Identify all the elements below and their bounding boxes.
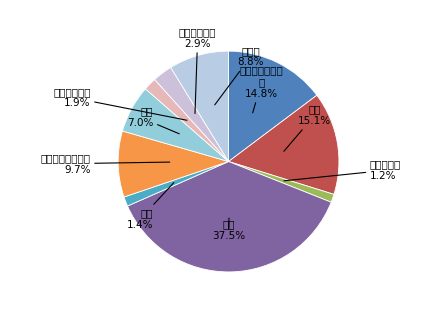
Text: 卒業
1.4%: 卒業 1.4% xyxy=(127,183,174,230)
Wedge shape xyxy=(118,131,228,197)
Text: 就職・転職・転
業
14.8%: 就職・転職・転 業 14.8% xyxy=(239,66,283,113)
Wedge shape xyxy=(170,51,228,162)
Text: 生活の利便性
2.9%: 生活の利便性 2.9% xyxy=(178,27,216,114)
Wedge shape xyxy=(228,95,338,194)
Wedge shape xyxy=(228,51,316,162)
Wedge shape xyxy=(124,162,228,206)
Wedge shape xyxy=(145,80,228,162)
Text: 結婚・離婚・縁組
9.7%: 結婚・離婚・縁組 9.7% xyxy=(40,153,169,174)
Text: 就学
37.5%: 就学 37.5% xyxy=(211,218,244,241)
Wedge shape xyxy=(127,162,330,272)
Text: 住宅
7.0%: 住宅 7.0% xyxy=(127,107,179,134)
Wedge shape xyxy=(228,162,333,202)
Wedge shape xyxy=(155,67,228,162)
Text: 退職・廃業
1.2%: 退職・廃業 1.2% xyxy=(283,159,400,181)
Text: 交通の利便性
1.9%: 交通の利便性 1.9% xyxy=(53,87,187,120)
Text: その他
8.8%: その他 8.8% xyxy=(214,46,263,105)
Text: 転勤
15.1%: 転勤 15.1% xyxy=(283,104,330,151)
Wedge shape xyxy=(122,89,228,162)
